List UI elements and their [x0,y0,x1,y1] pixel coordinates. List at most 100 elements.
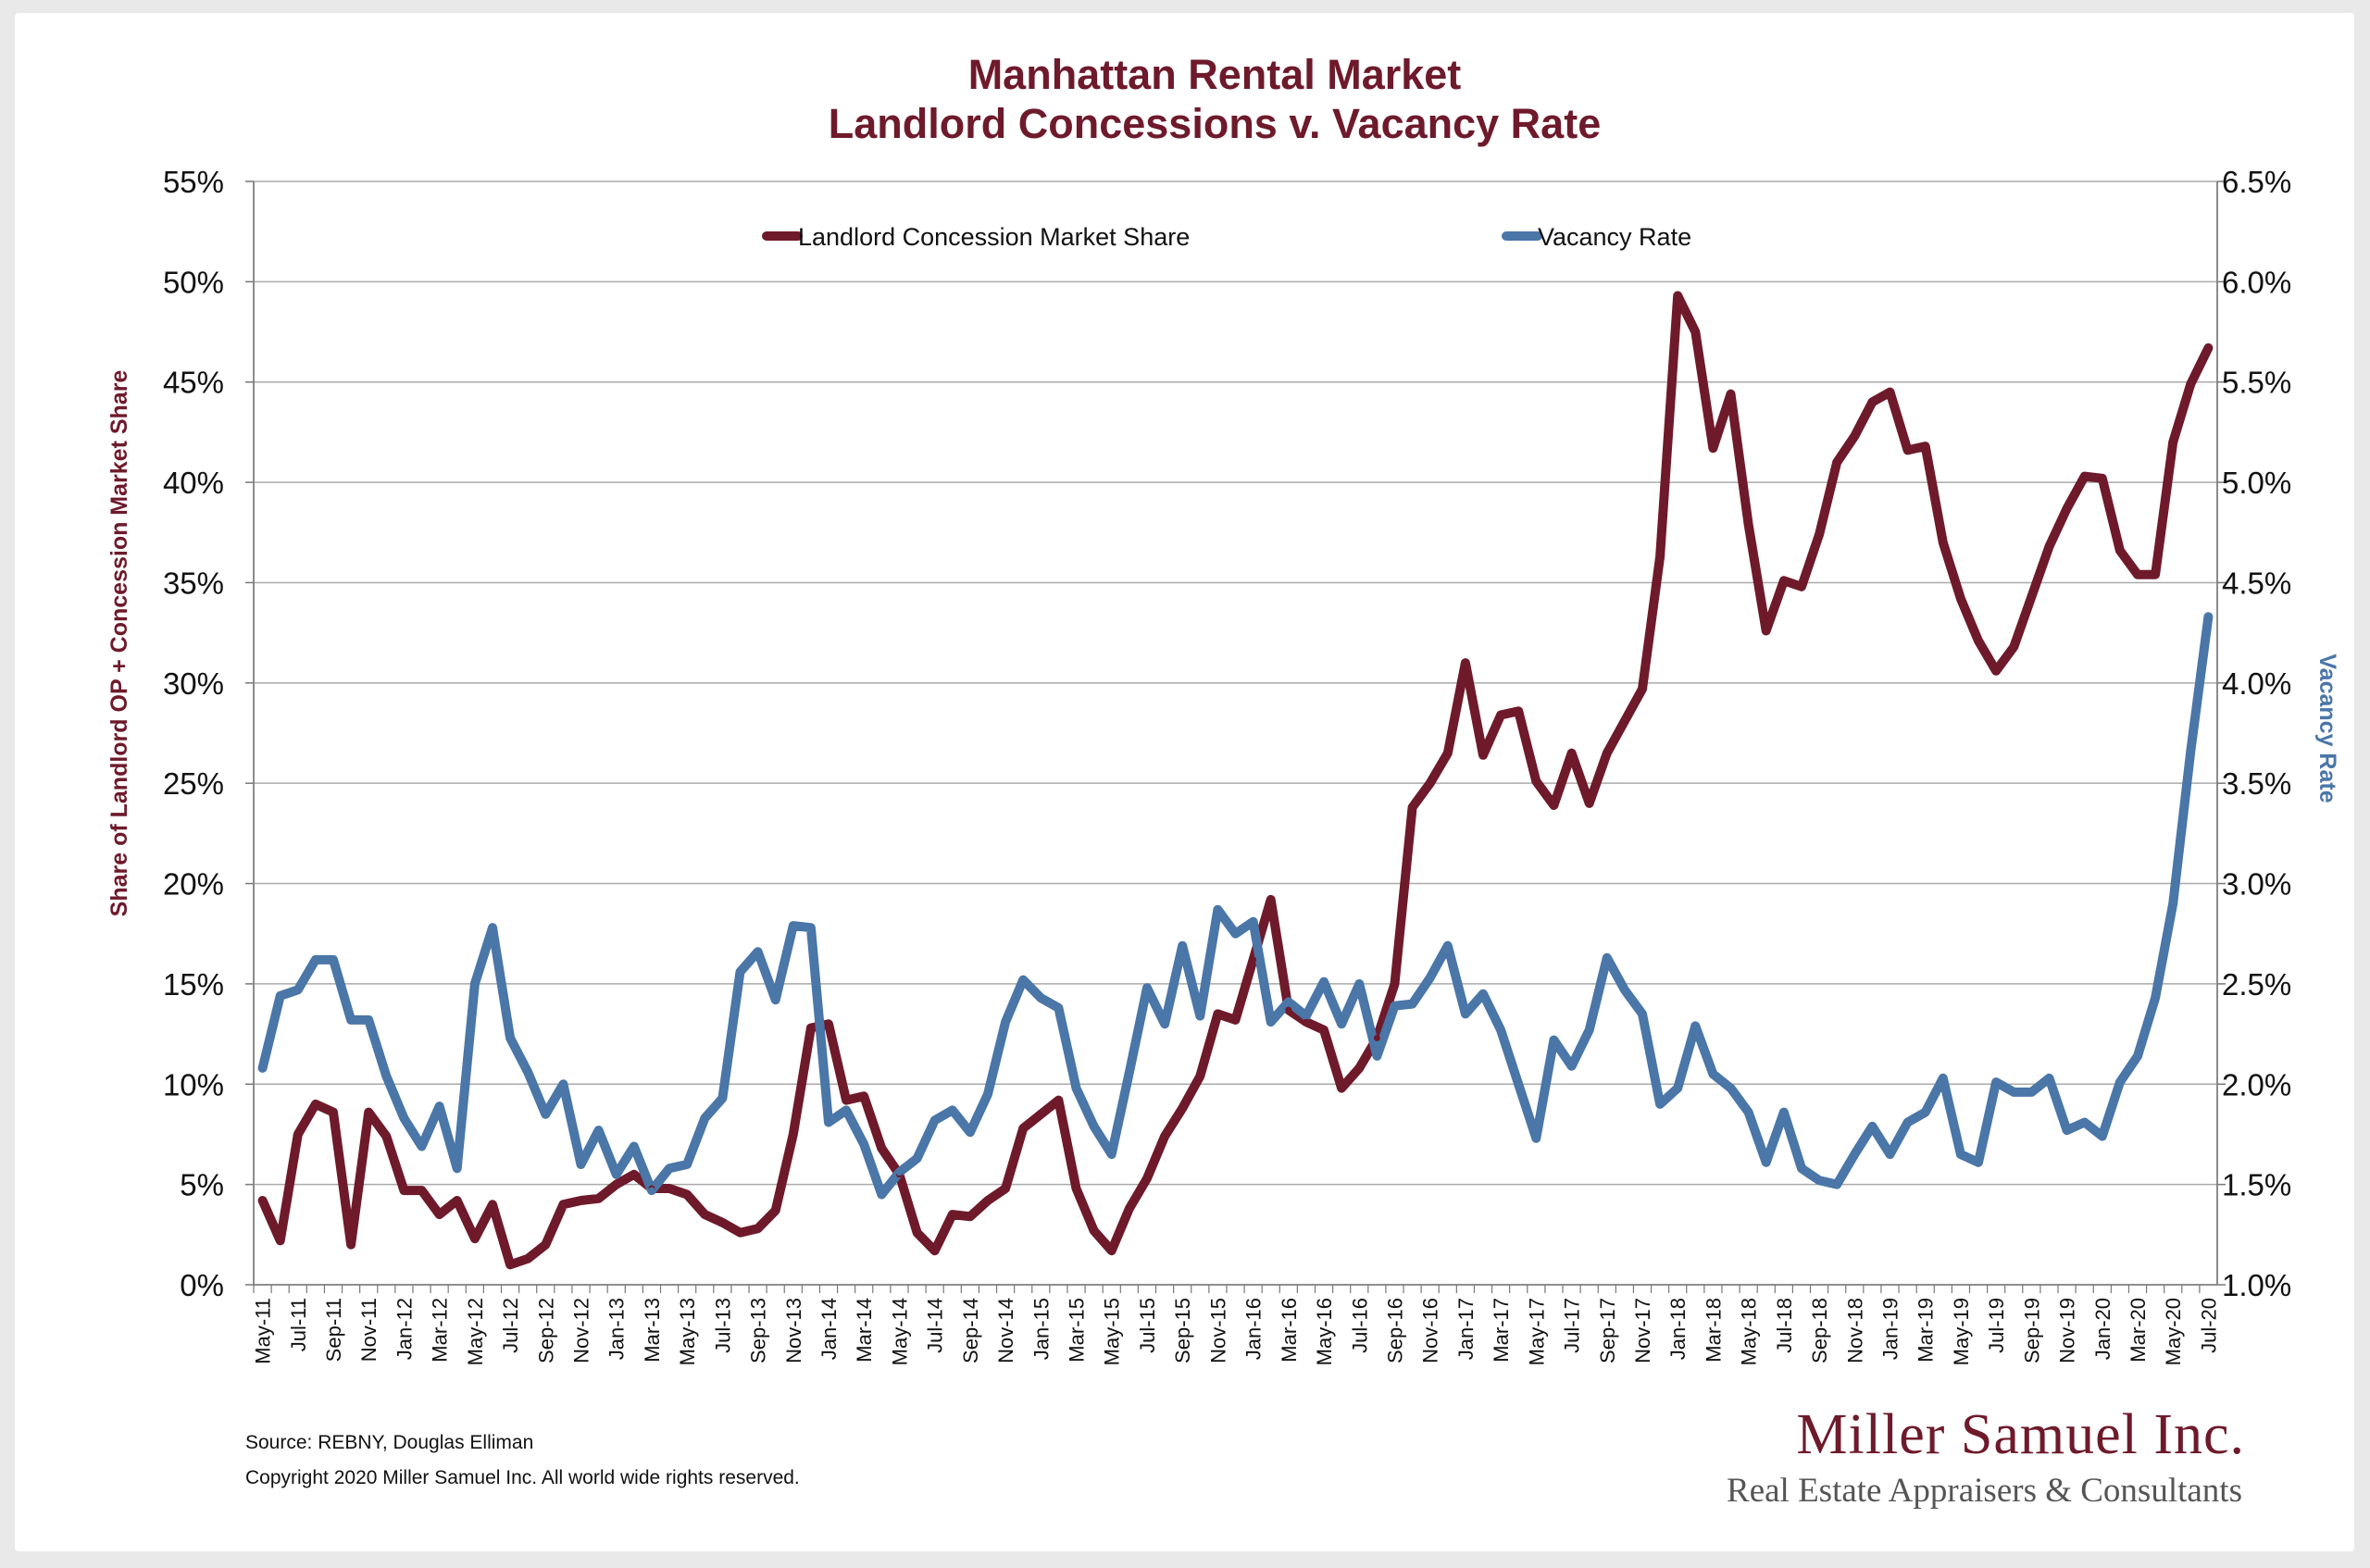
x-tick-label: Nov-18 [1843,1298,1866,1363]
x-tick-label: Jan-18 [1666,1298,1690,1360]
data-point-vacancy [807,924,815,931]
data-point-vacancy [914,1154,921,1162]
data-point-concession [294,1130,302,1138]
data-point-concession [1621,717,1628,725]
y-tick-label-right: 2.5% [2222,967,2291,1002]
data-point-vacancy [1002,1018,1009,1026]
data-point-vacancy [2081,1118,2089,1126]
data-point-concession [1409,803,1416,811]
legend-label-concession: Landlord Concession Market Share [798,223,1190,251]
data-point-concession [1108,1247,1116,1254]
y-tick-label-right: 5.5% [2222,366,2291,400]
data-point-concession [2027,593,2035,601]
data-point-vacancy [1267,1018,1275,1026]
data-point-vacancy [1656,1101,1664,1108]
data-point-concession [1957,595,1965,603]
data-point-concession [2134,571,2141,579]
data-point-vacancy [1091,1123,1098,1130]
data-point-vacancy [1232,930,1239,938]
source-note: Source: REBNY, Douglas Elliman [245,1432,533,1453]
data-point-concession [718,1219,726,1226]
data-point-concession [1054,1097,1062,1104]
x-tick-label: Jul-17 [1561,1298,1584,1353]
data-point-vacancy [1639,1010,1646,1017]
x-tick-label: Jul-14 [924,1298,947,1353]
data-point-vacancy [1586,1027,1593,1034]
data-point-vacancy [1763,1159,1770,1166]
data-point-concession [1444,750,1452,757]
data-point-concession [1462,659,1469,666]
data-point-vacancy [1780,1109,1788,1116]
x-tick-label: Jul-12 [499,1298,522,1353]
data-point-concession [701,1211,708,1218]
copyright-note: Copyright 2020 Miller Samuel Inc. All wo… [245,1467,800,1488]
data-point-vacancy [2010,1089,2017,1096]
data-point-concession [1091,1226,1098,1234]
x-tick-label: Sep-11 [322,1298,345,1362]
x-tick-label: Mar-17 [1490,1298,1513,1363]
x-tick-label: Jan-13 [605,1298,629,1360]
x-tick-label: Jan-20 [2091,1298,2114,1360]
data-point-vacancy [454,1164,461,1172]
data-point-vacancy [1143,984,1151,991]
y-tick-label-right: 4.0% [2222,666,2291,701]
data-point-vacancy [347,1016,355,1024]
x-tick-label: Jul-18 [1773,1298,1796,1353]
x-tick-label: Jul-16 [1348,1298,1371,1353]
data-point-concession [1427,779,1434,787]
data-point-concession [736,1229,743,1237]
data-point-vacancy [648,1187,655,1194]
data-point-vacancy [1887,1151,1893,1158]
data-point-vacancy [1691,1022,1699,1029]
data-point-vacancy [790,922,797,929]
data-point-concession [1285,1006,1292,1014]
chart-title-line2: Landlord Concessions v. Vacancy Rate [829,100,1601,147]
data-point-vacancy [1603,954,1611,962]
x-tick-label: Mar-13 [641,1298,664,1363]
data-points [259,292,2212,1268]
data-point-concession [578,1197,584,1204]
data-point-vacancy [418,1142,426,1150]
data-point-concession [613,1181,620,1188]
data-point-concession [1975,637,1982,644]
y-tick-label-right: 3.0% [2222,867,2291,902]
x-tick-label: May-14 [888,1298,911,1365]
data-point-concession [914,1229,921,1237]
data-point-concession [524,1255,531,1263]
data-point-concession [807,1025,815,1032]
x-tick-label: May-20 [2162,1298,2185,1365]
data-point-concession [931,1247,939,1254]
y-tick-label-right: 6.5% [2222,165,2291,199]
x-tick-label: Jul-11 [287,1298,310,1351]
data-point-vacancy [559,1080,567,1088]
data-point-vacancy [1479,990,1487,998]
x-tick-label: Nov-15 [1206,1298,1229,1363]
x-tick-label: Nov-12 [570,1298,593,1363]
data-point-vacancy [1196,1013,1204,1020]
data-point-vacancy [825,1118,832,1126]
data-point-vacancy [1073,1085,1080,1092]
x-tick-label: Jul-20 [2197,1298,2220,1353]
data-point-concession [878,1145,885,1152]
data-point-concession [1868,398,1876,405]
data-point-vacancy [1054,1004,1062,1012]
x-tick-label: Jul-15 [1136,1298,1159,1353]
x-tick-label: Jul-13 [711,1298,734,1353]
data-point-vacancy [2099,1133,2106,1140]
data-point-concession [259,1197,267,1204]
chart-frame [15,13,2354,1551]
x-tick-label: May-16 [1313,1298,1336,1365]
data-point-concession [1763,627,1770,634]
data-point-concession [1373,1034,1380,1041]
x-tick-label: Jan-17 [1454,1298,1478,1360]
data-point-vacancy [1868,1123,1876,1130]
data-point-vacancy [1922,1109,1929,1116]
data-point-vacancy [701,1114,708,1122]
data-point-vacancy [1427,974,1434,981]
data-point-vacancy [1833,1181,1840,1188]
data-point-concession [418,1187,426,1194]
data-point-concession [1904,446,1912,454]
data-point-vacancy [365,1016,372,1024]
data-point-vacancy [1303,1013,1310,1020]
y-tick-label-right: 1.5% [2222,1168,2291,1202]
